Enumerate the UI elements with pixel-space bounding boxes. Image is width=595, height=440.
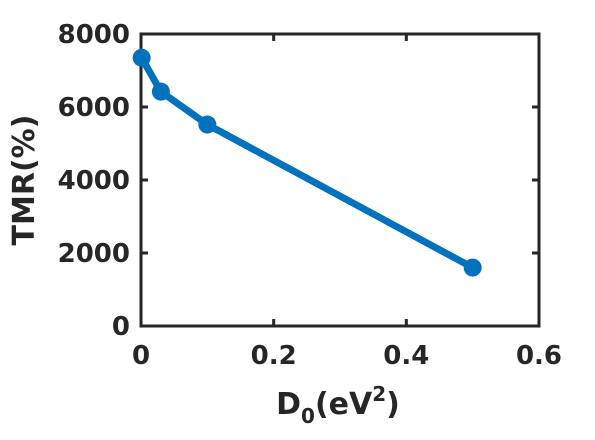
series-layer <box>132 48 482 277</box>
data-point <box>198 115 217 134</box>
y-axis-title: TMR(%) <box>7 115 42 246</box>
data-point <box>151 82 170 101</box>
x-axis-title-main: D <box>276 387 301 422</box>
y-tick-label: 2000 <box>58 239 130 269</box>
data-point <box>132 48 151 67</box>
x-axis-title-close: ) <box>386 387 400 422</box>
x-axis-title-subscript: 0 <box>301 404 315 428</box>
y-tick-label: 4000 <box>58 166 130 196</box>
x-axis-title-superscript: 2 <box>372 382 386 406</box>
y-tick-label: 6000 <box>58 93 130 123</box>
x-tick-label: 0 <box>132 341 150 371</box>
x-tick-label: 0.4 <box>383 341 429 371</box>
y-tick-label: 8000 <box>58 20 130 50</box>
x-axis-title-open: (eV <box>315 387 373 422</box>
series-line <box>138 54 477 272</box>
x-axis-title: D0(eV2) <box>276 382 400 428</box>
x-tick-label: 0.6 <box>516 341 562 371</box>
data-point <box>463 258 482 277</box>
ticks-layer: 0 0.2 0.4 0.6 0 2000 4000 6000 8000 <box>58 20 562 371</box>
y-tick-label: 0 <box>112 312 130 342</box>
x-tick-label: 0.2 <box>251 341 297 371</box>
plot-area <box>141 34 539 326</box>
